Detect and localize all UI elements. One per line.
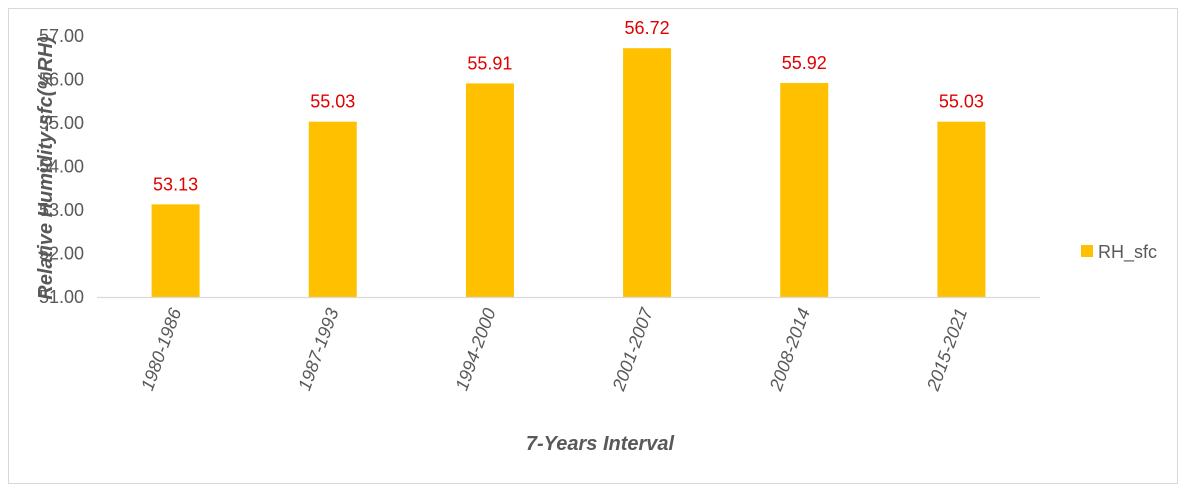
bar (937, 121, 986, 297)
bar (151, 204, 200, 297)
legend: RH_sfc (1081, 242, 1157, 263)
x-axis-title: 7-Years Interval (526, 433, 675, 455)
data-label: 55.03 (310, 92, 355, 112)
x-tick-label: 2015-2021 (923, 306, 972, 395)
y-axis-title: Relative Humidity-sfc(%RH) (35, 36, 57, 300)
legend-swatch (1081, 245, 1093, 257)
x-tick-label: 1994-2000 (451, 306, 499, 394)
x-tick-label: 2001-2007 (608, 305, 657, 395)
data-label: 56.72 (625, 18, 670, 38)
y-tick-label: 53.00 (39, 200, 84, 220)
data-label: 55.92 (782, 53, 827, 73)
y-tick-label: 56.00 (39, 70, 84, 90)
y-tick-label: 57.00 (39, 26, 84, 46)
x-tick-label: 1987-1993 (294, 306, 342, 394)
x-tick-label: 1980-1986 (137, 305, 186, 394)
data-labels: 53.13 55.03 55.91 56.72 55.92 55.03 (153, 18, 984, 194)
bars (151, 48, 986, 298)
x-axis-ticks: 1980-1986 1987-1993 1994-2000 2001-2007 2008… (137, 305, 971, 395)
y-tick-label: 52.00 (39, 244, 84, 264)
x-tick-label: 2008-2014 (765, 306, 814, 395)
data-label: 55.91 (467, 53, 512, 73)
y-tick-label: 55.00 (39, 113, 84, 133)
bar (780, 82, 829, 297)
legend-label: RH_sfc (1098, 242, 1157, 263)
y-tick-label: 51.00 (39, 287, 84, 307)
data-label: 55.03 (939, 92, 984, 112)
bar (623, 48, 672, 298)
y-tick-label: 54.00 (39, 157, 84, 177)
y-axis-ticks: 51.00 52.00 53.00 54.00 55.00 56.00 57.00 (39, 26, 84, 307)
data-label: 53.13 (153, 174, 198, 194)
bar (465, 83, 514, 297)
bar (308, 121, 357, 297)
